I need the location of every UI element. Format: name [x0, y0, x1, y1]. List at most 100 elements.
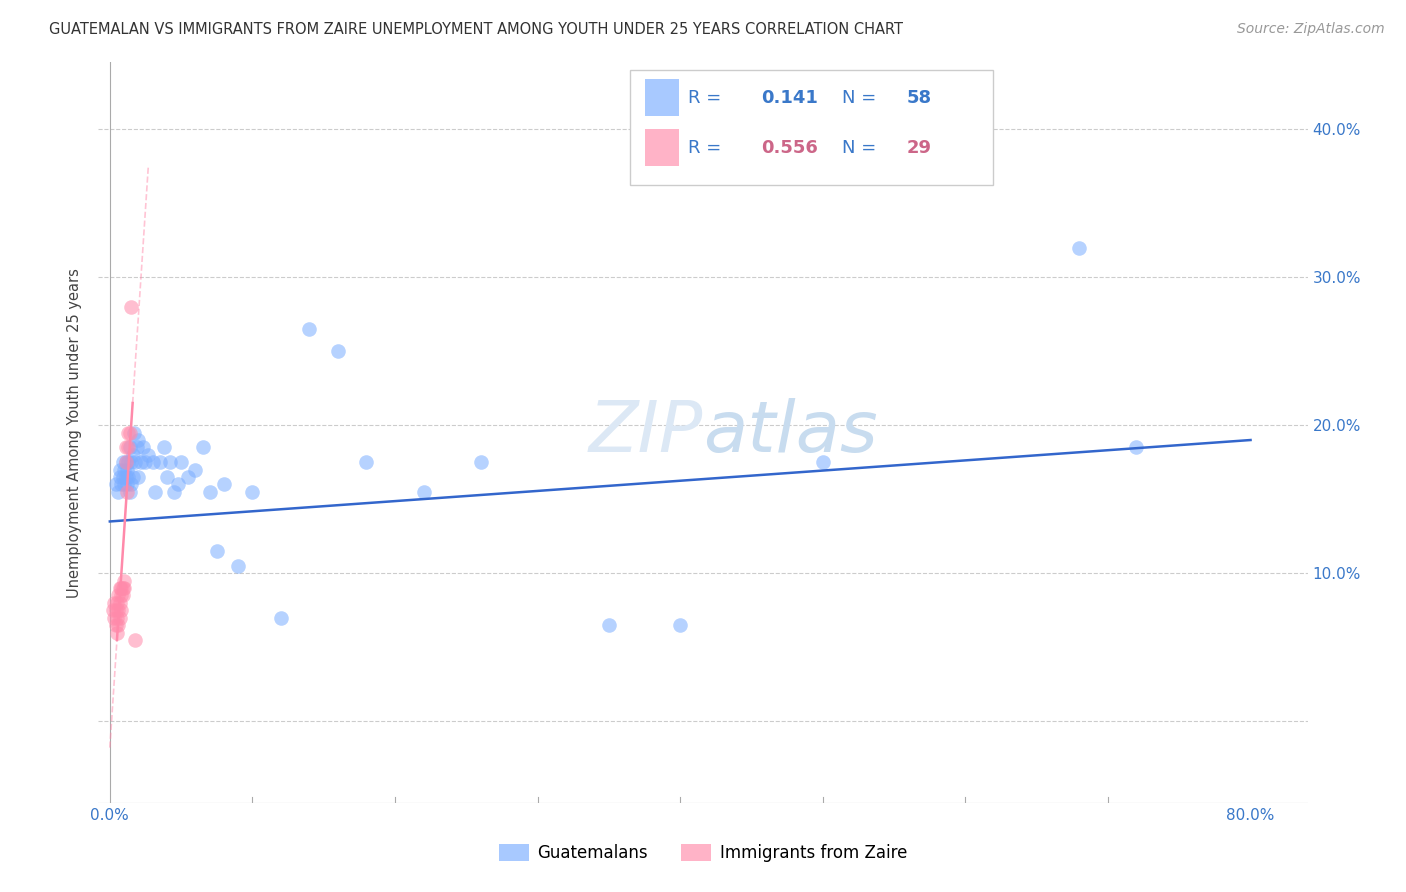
Point [120, 300, 142, 314]
Point [356, 455, 378, 469]
Text: 58: 58 [905, 89, 931, 107]
Point [111, 455, 134, 469]
Point [103, 610, 125, 624]
Point [120, 455, 142, 469]
Point [149, 455, 172, 469]
Point [111, 581, 134, 595]
Text: N =: N = [842, 138, 882, 157]
Point [125, 441, 148, 455]
Point [107, 603, 129, 617]
Point [105, 596, 128, 610]
FancyBboxPatch shape [645, 79, 679, 117]
Point [136, 448, 159, 462]
Point [115, 484, 138, 499]
Point [108, 596, 131, 610]
Point [114, 441, 136, 455]
Point [184, 462, 207, 476]
Point [412, 484, 434, 499]
Point [142, 455, 165, 469]
Text: 0.556: 0.556 [761, 138, 818, 157]
Point [107, 484, 129, 499]
Point [112, 462, 135, 476]
Text: ZIP: ZIP [589, 398, 703, 467]
Point [110, 589, 132, 603]
Point [114, 455, 136, 469]
Point [104, 477, 127, 491]
Point [114, 455, 136, 469]
Point [108, 610, 131, 624]
Point [811, 455, 834, 469]
Point [115, 477, 138, 491]
Point [110, 477, 132, 491]
Point [115, 462, 138, 476]
Point [108, 581, 131, 595]
Text: atlas: atlas [703, 398, 877, 467]
Point [1069, 240, 1091, 255]
Point [107, 589, 129, 603]
Y-axis label: Unemployment Among Youth under 25 years: Unemployment Among Youth under 25 years [67, 268, 83, 598]
Point [117, 425, 139, 440]
Point [1125, 441, 1147, 455]
Point [105, 610, 128, 624]
Text: R =: R = [689, 89, 727, 107]
Point [105, 625, 128, 640]
Point [598, 618, 620, 632]
Point [121, 448, 143, 462]
Point [167, 477, 190, 491]
Point [212, 477, 235, 491]
Point [326, 344, 349, 359]
Point [111, 470, 134, 484]
Point [114, 470, 136, 484]
Point [120, 477, 142, 491]
Legend: Guatemalans, Immigrants from Zaire: Guatemalans, Immigrants from Zaire [492, 837, 914, 869]
Point [177, 470, 200, 484]
Point [198, 484, 221, 499]
Point [298, 322, 321, 336]
Point [134, 455, 156, 469]
Point [163, 484, 186, 499]
FancyBboxPatch shape [630, 70, 993, 185]
Point [170, 455, 193, 469]
Point [110, 603, 132, 617]
Text: 0.141: 0.141 [761, 89, 818, 107]
Point [103, 596, 125, 610]
Point [122, 425, 145, 440]
Point [101, 603, 124, 617]
Point [118, 484, 141, 499]
Point [205, 544, 228, 558]
Point [145, 484, 167, 499]
Point [117, 455, 139, 469]
Point [159, 455, 181, 469]
Point [117, 470, 139, 484]
Point [117, 441, 139, 455]
Text: 29: 29 [905, 138, 931, 157]
Point [124, 455, 146, 469]
Point [118, 425, 141, 440]
Point [110, 581, 132, 595]
Point [191, 441, 214, 455]
Point [104, 603, 127, 617]
Text: N =: N = [842, 89, 882, 107]
Point [112, 574, 135, 588]
Text: GUATEMALAN VS IMMIGRANTS FROM ZAIRE UNEMPLOYMENT AMONG YOUTH UNDER 25 YEARS CORR: GUATEMALAN VS IMMIGRANTS FROM ZAIRE UNEM… [49, 22, 903, 37]
Point [242, 484, 264, 499]
Point [124, 632, 146, 647]
Point [118, 441, 141, 455]
Point [112, 581, 135, 595]
Point [107, 618, 129, 632]
Point [104, 618, 127, 632]
FancyBboxPatch shape [645, 129, 679, 166]
Point [127, 433, 149, 447]
Point [226, 558, 249, 573]
Point [129, 455, 152, 469]
Point [108, 462, 131, 476]
Point [121, 470, 143, 484]
Point [111, 589, 134, 603]
Point [127, 470, 149, 484]
Point [470, 455, 492, 469]
Point [108, 470, 131, 484]
Point [156, 470, 179, 484]
Point [112, 477, 135, 491]
Point [131, 441, 153, 455]
Point [669, 618, 692, 632]
